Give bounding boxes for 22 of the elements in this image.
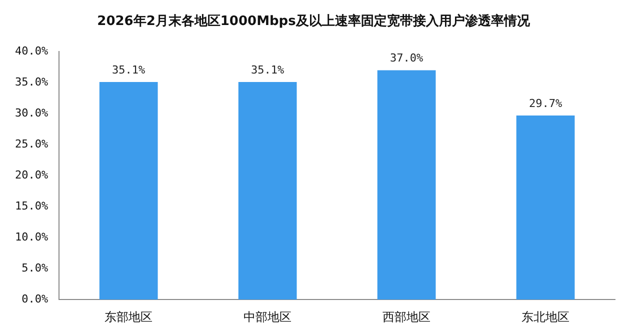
x-tick-label: 中部地区 <box>244 310 292 324</box>
y-tick-label: 35.0% <box>14 75 48 88</box>
bar <box>238 82 297 300</box>
data-label: 29.7% <box>528 96 562 110</box>
y-tick-label: 40.0% <box>14 44 48 58</box>
x-tick-label: 东北地区 <box>522 310 570 324</box>
data-label: 35.1% <box>251 63 284 76</box>
y-tick-label: 25.0% <box>14 137 48 150</box>
data-label: 37.0% <box>390 52 424 65</box>
x-tick-label: 西部地区 <box>382 310 431 324</box>
bar <box>377 70 436 300</box>
y-tick-label: 0.0% <box>22 292 48 306</box>
data-label: 35.1% <box>112 63 146 76</box>
chart-title: 2026年2月末各地区1000Mbps及以上速率固定宽带接入用户渗透率情况 <box>97 13 531 30</box>
y-tick-label: 15.0% <box>14 199 48 212</box>
y-tick-label: 5.0% <box>22 261 48 274</box>
y-tick-label: 30.0% <box>14 106 48 120</box>
y-tick-label: 20.0% <box>14 168 48 182</box>
bar <box>99 82 158 300</box>
y-tick-label: 10.0% <box>14 230 48 244</box>
x-tick-label: 东部地区 <box>104 310 153 324</box>
bar <box>516 115 575 300</box>
